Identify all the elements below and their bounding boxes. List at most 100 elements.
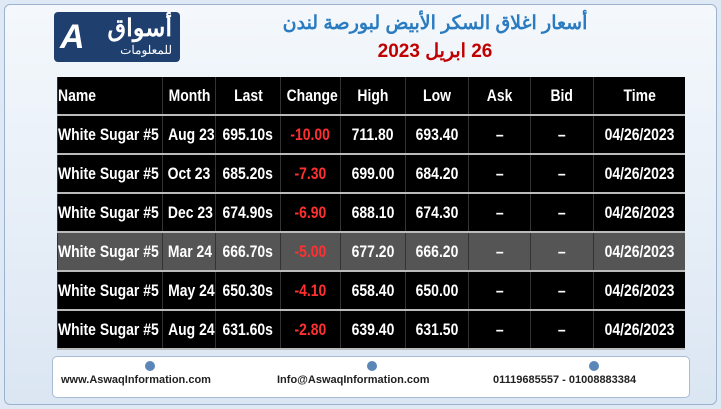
- table-row: White Sugar #5 Dec 23 674.90s -6.90 688.10 67…: [57, 193, 685, 233]
- table-cell: -6.90: [280, 193, 341, 233]
- table-row: White Sugar #5 Aug 23 695.10s -10.00 711.80 6…: [57, 115, 685, 155]
- table-cell: –: [530, 193, 594, 233]
- cell-text: 650.00: [415, 280, 459, 300]
- cell-text: 685.20s: [222, 163, 274, 183]
- table-cell: Change: [280, 77, 341, 116]
- cell-text: –: [495, 319, 504, 339]
- table-cell: 699.00: [340, 154, 406, 194]
- cell-text: Oct 23: [167, 163, 211, 183]
- table-cell: –: [530, 154, 594, 194]
- table-cell: May 24: [162, 271, 216, 311]
- table-cell: -10.00: [280, 115, 341, 155]
- table-row: White Sugar #5 Oct 23 685.20s -7.30 699.00 68…: [57, 154, 685, 194]
- cell-text: –: [558, 124, 566, 144]
- cell-text: 639.40: [351, 319, 395, 339]
- cell-text: White Sugar #5: [58, 124, 159, 144]
- cell-text: –: [558, 241, 566, 261]
- phones: 01119685557 - 01008883384: [493, 374, 637, 386]
- cell-text: –: [558, 319, 566, 339]
- table-cell: 688.10: [340, 193, 406, 233]
- logo-sub: للمعلومات: [120, 43, 172, 57]
- cell-text: –: [495, 280, 504, 300]
- cell-text: 688.10: [351, 202, 395, 222]
- table-cell: Month: [162, 77, 216, 116]
- cell-text: 658.40: [351, 280, 395, 300]
- table-cell: 650.00: [405, 271, 469, 311]
- table-cell: 04/26/2023: [593, 193, 685, 233]
- cell-text: 677.20: [351, 241, 395, 261]
- logo-icon: A: [60, 18, 85, 56]
- table-cell: Bid: [530, 77, 594, 116]
- logo-main: أسواق: [107, 15, 172, 42]
- table-cell: –: [468, 154, 531, 194]
- cell-text: Name: [58, 85, 96, 105]
- cell-text: 04/26/2023: [604, 241, 675, 261]
- footer: www.AswaqInformation.com Info@AswaqInfor…: [52, 356, 690, 398]
- cell-text: Mar 24: [167, 241, 213, 261]
- table-cell: Mar 24: [162, 232, 216, 272]
- table-cell: High: [340, 77, 406, 116]
- cell-text: –: [495, 202, 504, 222]
- table-cell: Aug 23: [162, 115, 216, 155]
- cell-text: -7.30: [294, 163, 327, 183]
- cell-text: 04/26/2023: [604, 319, 675, 339]
- table-cell: 639.40: [340, 310, 406, 350]
- cell-text: –: [558, 280, 566, 300]
- table-cell: White Sugar #5: [57, 271, 163, 311]
- table-cell: Low: [405, 77, 469, 116]
- table-row: White Sugar #5 Aug 24 631.60s -2.80 639.40 63…: [57, 310, 685, 350]
- cell-text: 666.20: [415, 241, 459, 261]
- web-icon: [145, 361, 155, 371]
- cell-text: 631.50: [415, 319, 459, 339]
- table-cell: Dec 23: [162, 193, 216, 233]
- cell-text: 684.20: [415, 163, 459, 183]
- table-cell: 04/26/2023: [593, 310, 685, 350]
- cell-text: –: [495, 241, 504, 261]
- mail-icon: [367, 361, 377, 371]
- cell-text: 04/26/2023: [604, 202, 675, 222]
- table-cell: 666.20: [405, 232, 469, 272]
- table-cell: 685.20s: [215, 154, 281, 194]
- table-cell: 693.40: [405, 115, 469, 155]
- cell-text: White Sugar #5: [58, 319, 159, 339]
- cell-text: -10.00: [290, 124, 331, 144]
- cell-text: 711.80: [352, 124, 394, 144]
- cell-text: –: [495, 124, 504, 144]
- cell-text: 693.40: [415, 124, 459, 144]
- cell-text: Bid: [550, 85, 574, 105]
- cell-text: May 24: [168, 280, 215, 300]
- logo: A أسواق للمعلومات: [54, 12, 180, 62]
- table-cell: 631.60s: [215, 310, 281, 350]
- table-cell: 684.20: [405, 154, 469, 194]
- table-cell: Aug 24: [162, 310, 216, 350]
- table-row: White Sugar #5 Mar 24 666.70s -5.00 677.20 66…: [57, 232, 685, 272]
- phone-icon: [589, 361, 599, 371]
- email: Info@AswaqInformation.com: [277, 374, 430, 386]
- cell-text: 04/26/2023: [604, 163, 675, 183]
- table-cell: -7.30: [280, 154, 341, 194]
- cell-text: 04/26/2023: [604, 124, 675, 144]
- table-cell: –: [468, 232, 531, 272]
- table-cell: -4.10: [280, 271, 341, 311]
- cell-text: –: [558, 163, 566, 183]
- cell-text: White Sugar #5: [58, 241, 159, 261]
- table-cell: 674.30: [405, 193, 469, 233]
- table-cell: –: [468, 271, 531, 311]
- cell-text: Last: [233, 85, 263, 105]
- table-cell: Last: [215, 77, 281, 116]
- cell-text: Dec 23: [167, 202, 213, 222]
- table-cell: 677.20: [340, 232, 406, 272]
- cell-text: White Sugar #5: [58, 163, 159, 183]
- table-cell: 04/26/2023: [593, 154, 685, 194]
- cell-text: High: [357, 85, 389, 105]
- price-table: Name Month Last Change High Low Ask Bid Time Whit…: [57, 77, 685, 350]
- cell-text: Change: [286, 85, 338, 105]
- cell-text: Aug 23: [168, 124, 215, 144]
- cell-text: –: [495, 163, 504, 183]
- table-cell: White Sugar #5: [57, 232, 163, 272]
- cell-text: -6.90: [294, 202, 327, 222]
- table-cell: –: [530, 271, 594, 311]
- cell-text: 674.90s: [222, 202, 274, 222]
- cell-text: –: [558, 202, 566, 222]
